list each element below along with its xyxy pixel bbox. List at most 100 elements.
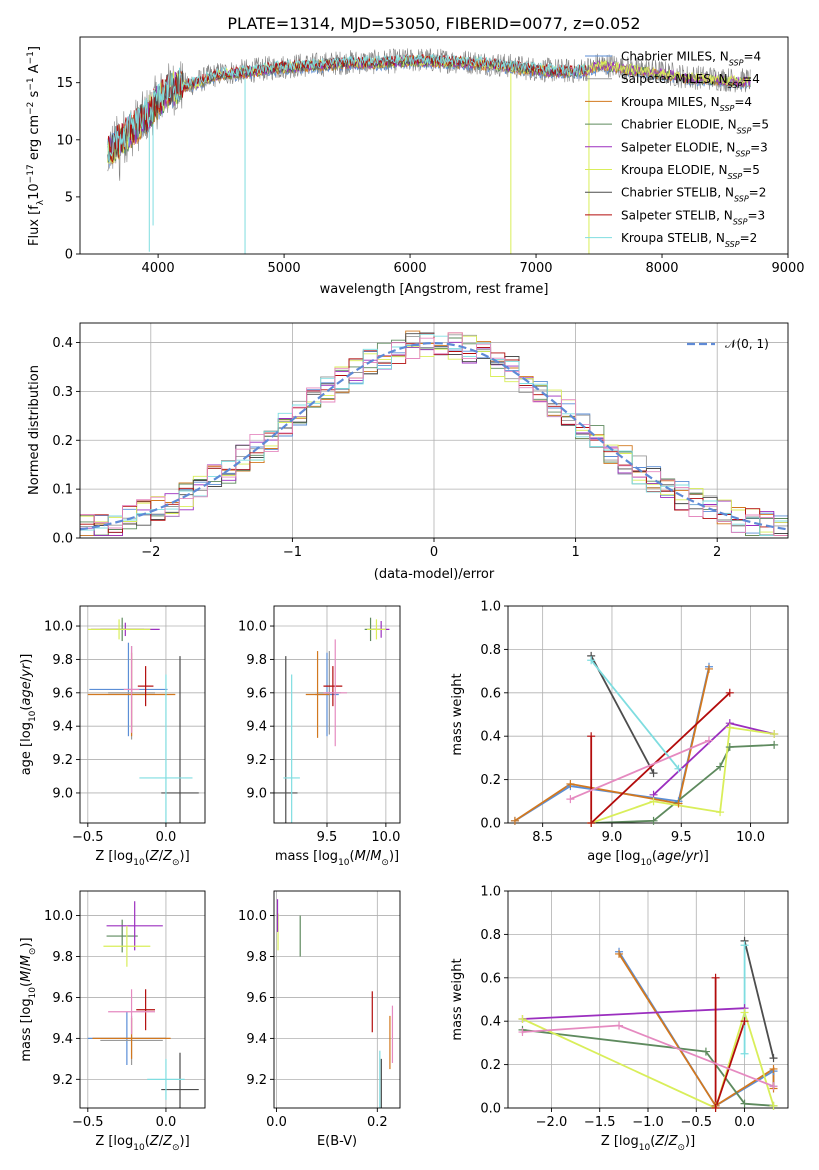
y-tick-label: 9.6 — [52, 686, 73, 701]
legend-entry: Kroupa ELODIE, NSSP=5 — [621, 163, 760, 181]
errorbar-point — [123, 646, 140, 733]
legend-entry: Kroupa STELIB, NSSP=2 — [621, 231, 757, 249]
errorbar-point — [283, 674, 300, 823]
axes-spectrum: 4000 5000 6000 7000 8000 9000 0 5 10 15 Chabrier M… — [26, 36, 805, 297]
weight-line-kroupa-stelib — [590, 659, 680, 770]
plot-area-mass-vs-Z — [87, 901, 199, 1108]
x-axis-label: (data-model)/error — [374, 567, 495, 582]
legend-entry: Chabrier STELIB, NSSP=2 — [621, 186, 766, 204]
y-axis-label: age [log10(age/yr)] — [19, 654, 38, 776]
y-axis-label: Flux [fλ10−17 erg cm−2 s−1 A−1] — [26, 46, 46, 246]
weight-marker — [518, 1015, 527, 1024]
errorbar-point — [161, 1052, 199, 1108]
weight-marker — [770, 740, 779, 749]
weight-marker — [725, 688, 734, 697]
x-tick-label: 5000 — [268, 261, 301, 276]
weight-line-chabrier-stelib — [743, 940, 775, 1059]
x-tick-label: −0.5 — [72, 830, 104, 845]
x-axis-label: mass [log10(M/M⊙)] — [275, 849, 399, 868]
x-tick-label: −2 — [141, 545, 160, 560]
weight-marker — [740, 1008, 749, 1017]
x-axis-label: Z [log10(Z/Z⊙)] — [601, 1134, 695, 1153]
legend-entry: Salpeter ELODIE, NSSP=3 — [621, 140, 768, 158]
weight-line-kroupa-elodie — [590, 726, 775, 823]
y-tick-label: 10.0 — [238, 620, 267, 635]
x-tick-label: 0 — [430, 545, 438, 560]
weight-marker — [510, 816, 519, 825]
x-tick-label: 9.0 — [602, 830, 623, 845]
errorbar-point — [106, 901, 163, 951]
x-tick-label: 9.5 — [317, 830, 338, 845]
axes-frame — [79, 890, 206, 1109]
x-tick-label: 4000 — [142, 261, 175, 276]
y-tick-label: 0 — [65, 248, 73, 263]
errorbar-point — [106, 919, 138, 953]
y-tick-label: 0.0 — [480, 817, 501, 832]
y-tick-label: 9.2 — [246, 1073, 267, 1088]
plot-area-spectrum — [107, 48, 751, 254]
weight-line-kroupa-miles — [514, 668, 710, 822]
errorbar-point — [305, 651, 330, 738]
weight-line-chabrier-stelib — [590, 655, 655, 774]
legend-entry: Chabrier MILES, NSSP=4 — [621, 50, 761, 68]
plot-area-mass-vs-EBV — [276, 899, 394, 1108]
weight-marker — [587, 819, 596, 827]
x-axis-label: wavelength [Angstrom, rest frame] — [320, 282, 549, 297]
axes-frame — [273, 890, 401, 1109]
weight-marker — [716, 762, 725, 771]
errorbar-point — [87, 619, 151, 640]
weight-marker — [725, 723, 734, 732]
axes-frame — [507, 605, 789, 824]
axes-age-vs-Z: −0.5 0.0 9.0 9.2 9.4 9.6 9.8 10.0 Z [log10(Z/Z⊙)… — [19, 605, 206, 868]
y-tick-label: 9.4 — [52, 1032, 73, 1047]
weight-line-kroupa-miles — [618, 953, 775, 1108]
weight-marker — [566, 779, 575, 788]
x-tick-label: 9000 — [771, 261, 804, 276]
weight-marker — [615, 1021, 624, 1030]
y-tick-label: 0.2 — [480, 773, 501, 788]
y-tick-label: 10.0 — [238, 909, 267, 924]
y-tick-label: 9.8 — [246, 950, 267, 965]
y-tick-label: 0.2 — [52, 434, 73, 449]
y-axis-label: mass weight — [450, 958, 465, 1040]
plot-area-age-vs-Z — [87, 617, 199, 823]
x-axis-label: E(B-V) — [317, 1134, 357, 1149]
errorbar-point — [137, 666, 154, 707]
axes-frame — [79, 605, 206, 824]
y-tick-label: 9.6 — [246, 686, 267, 701]
y-tick-label: 0.0 — [52, 532, 73, 547]
weight-marker — [518, 1028, 527, 1037]
x-tick-label: −1.0 — [632, 1115, 664, 1130]
x-tick-label: 0.0 — [156, 1115, 177, 1130]
weight-marker — [711, 1104, 720, 1112]
legend-entry: Chabrier ELODIE, NSSP=5 — [621, 118, 769, 136]
y-tick-label: 10 — [56, 133, 73, 148]
x-tick-label: −1.5 — [584, 1115, 616, 1130]
weight-marker — [704, 736, 713, 745]
figure-title: PLATE=1314, MJD=53050, FIBERID=0077, z=0… — [227, 14, 640, 33]
y-axis-label: mass weight — [450, 673, 465, 755]
y-axis-label: Normed distribution — [27, 365, 42, 495]
x-tick-label: 0.0 — [266, 1115, 287, 1130]
weight-line-salpeter-elodie — [522, 1007, 745, 1020]
axes-age-vs-mass: 9.5 10.0 9.0 9.2 9.4 9.6 9.8 10.0 mass [log10(M/… — [238, 605, 401, 868]
weight-marker — [711, 973, 720, 982]
y-tick-label: 9.4 — [246, 1032, 267, 1047]
axes-weight-vs-Z: −2.0 −1.5 −1.0 −0.5 0.0 0.0 0.2 0.4 0.6 0.8 1.0 Z [… — [450, 885, 789, 1153]
y-axis-label: mass [log10(M/M⊙)] — [19, 937, 38, 1061]
weight-marker — [566, 795, 575, 804]
x-tick-label: 7000 — [519, 261, 552, 276]
y-tick-label: 9.8 — [52, 653, 73, 668]
axes-mass-vs-Z: −0.5 0.0 9.2 9.4 9.6 9.8 10.0 Z [log10(Z/Z⊙)] ma… — [19, 890, 206, 1153]
y-tick-label: 0.4 — [52, 336, 73, 351]
weight-marker — [615, 949, 624, 958]
plot-area-weight-vs-Z — [522, 940, 775, 1108]
errorbar-point — [147, 1058, 185, 1100]
y-tick-label: 9.0 — [246, 786, 267, 801]
errorbar-point — [161, 656, 199, 823]
y-tick-label: 0.6 — [480, 686, 501, 701]
weight-marker — [701, 1047, 710, 1056]
weight-marker — [716, 808, 725, 817]
weight-line-pink — [570, 739, 710, 800]
y-tick-label: 9.8 — [246, 653, 267, 668]
